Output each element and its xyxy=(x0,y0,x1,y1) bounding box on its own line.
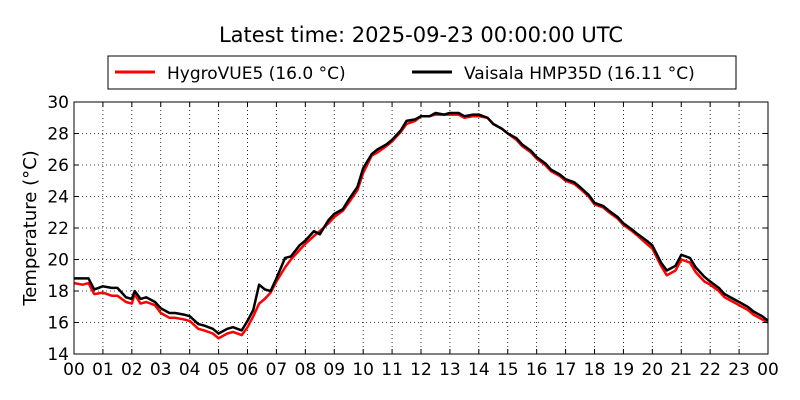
series-layer xyxy=(73,111,769,340)
y-tick-label: 28 xyxy=(47,125,69,145)
y-tick-label: 24 xyxy=(47,188,69,208)
x-tick-label: 11 xyxy=(381,360,403,380)
x-tick-label: 00 xyxy=(63,360,85,380)
x-tick-label: 12 xyxy=(410,360,432,380)
x-tick-label: 21 xyxy=(670,360,692,380)
chart-title: Latest time: 2025-09-23 00:00:00 UTC xyxy=(219,23,623,47)
x-tick-label: 13 xyxy=(439,360,461,380)
x-tick-label: 03 xyxy=(150,360,172,380)
x-tick-label: 20 xyxy=(642,360,664,380)
legend-label-vaisala: Vaisala HMP35D (16.11 °C) xyxy=(464,64,695,84)
x-tick-label: 09 xyxy=(323,360,345,380)
y-tick-label: 20 xyxy=(47,251,69,271)
x-tick-label: 00 xyxy=(757,360,779,380)
x-tick-label: 02 xyxy=(121,360,143,380)
x-tick-label: 19 xyxy=(613,360,635,380)
grid xyxy=(74,102,768,354)
x-tick-label: 06 xyxy=(237,360,259,380)
series-line-1 xyxy=(74,111,769,335)
legend: HygroVUE5 (16.0 °C) Vaisala HMP35D (16.1… xyxy=(107,55,737,90)
y-tick-label: 30 xyxy=(47,93,69,113)
x-tick-label: 01 xyxy=(92,360,114,380)
y-tick-label: 22 xyxy=(47,219,69,239)
y-tick-label: 16 xyxy=(47,314,69,334)
ticks xyxy=(73,101,769,355)
y-tick-label: 18 xyxy=(47,282,69,302)
y-tick-labels: 14 16 18 20 22 24 26 28 30 xyxy=(47,93,69,365)
x-tick-label: 18 xyxy=(584,360,606,380)
x-tick-label: 04 xyxy=(179,360,201,380)
x-tick-label: 23 xyxy=(728,360,750,380)
x-tick-label: 14 xyxy=(468,360,490,380)
y-tick-label: 26 xyxy=(47,156,69,176)
x-tick-label: 10 xyxy=(352,360,374,380)
series-line-0 xyxy=(73,113,769,340)
x-tick-label: 08 xyxy=(295,360,317,380)
plot-area: 00 01 02 03 04 05 06 07 08 09 10 11 12 13 14 15 16 17 18 19… xyxy=(47,93,778,380)
x-tick-label: 05 xyxy=(208,360,230,380)
x-tick-label: 22 xyxy=(699,360,721,380)
x-tick-label: 15 xyxy=(497,360,519,380)
y-axis-label: Temperature (°C) xyxy=(20,150,41,306)
x-tick-label: 07 xyxy=(266,360,288,380)
x-tick-labels: 00 01 02 03 04 05 06 07 08 09 10 11 12 13 14 15 16 17 18 19… xyxy=(63,360,779,380)
x-tick-label: 16 xyxy=(526,360,548,380)
y-tick-label: 14 xyxy=(47,345,69,365)
x-tick-label: 17 xyxy=(555,360,577,380)
legend-label-hygrovue5: HygroVUE5 (16.0 °C) xyxy=(167,64,346,84)
